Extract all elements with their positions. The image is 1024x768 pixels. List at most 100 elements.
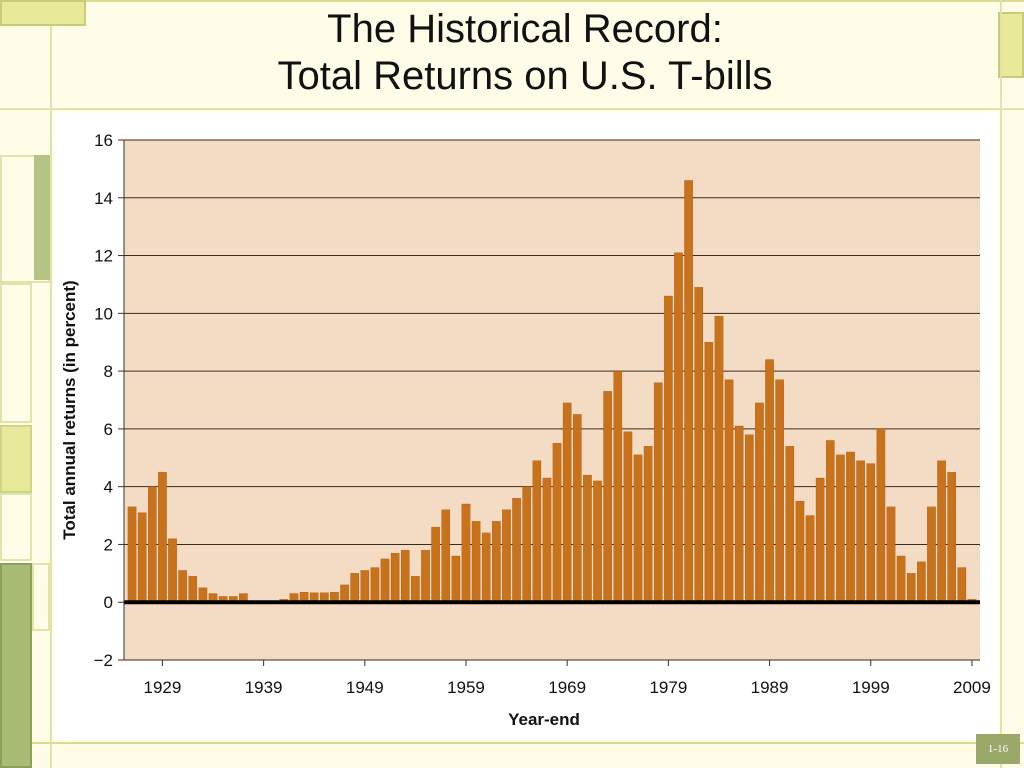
x-tick-label: 1939 [245, 678, 283, 697]
bar [896, 555, 906, 603]
slide-number: 1-16 [976, 734, 1020, 764]
y-tick-label: 10 [94, 304, 113, 323]
frame-line-top [0, 0, 1024, 2]
bar [947, 472, 957, 603]
bar [775, 379, 784, 603]
bar [957, 567, 967, 603]
bar [825, 440, 835, 603]
bar [441, 509, 451, 603]
x-tick-label: 1979 [649, 678, 687, 697]
bar [724, 379, 734, 603]
frame-line-bottom [0, 742, 1024, 744]
bar [360, 570, 370, 603]
bar [795, 500, 805, 603]
bar [906, 573, 916, 603]
bar [805, 515, 815, 603]
bar [633, 454, 643, 603]
bar [927, 506, 936, 603]
y-tick-label: 14 [94, 189, 113, 208]
x-tick-label: 1929 [144, 678, 182, 697]
bar [734, 425, 744, 603]
bar [451, 555, 461, 603]
bar [461, 503, 471, 603]
bar-chart: 16 14 12 10 8 6 4 2 0 −2 1929 1939 1949 1959 1969 1979… [60, 131, 991, 729]
bar [694, 287, 704, 603]
bar [542, 477, 552, 603]
x-tick-label: 1949 [346, 678, 384, 697]
bar [350, 573, 359, 603]
bar [492, 521, 501, 603]
y-axis-ticks: 16 14 12 10 8 6 4 2 0 −2 [94, 131, 124, 670]
slide-title: The Historical Record: Total Returns on … [100, 6, 950, 100]
frame-box-yellow-left [0, 425, 32, 493]
frame-box-left-4 [32, 563, 50, 631]
bar [340, 584, 349, 603]
bar [411, 576, 420, 603]
bar [745, 434, 754, 603]
bar [836, 454, 845, 603]
bar [168, 538, 177, 603]
bar [522, 486, 532, 603]
x-tick-label: 2009 [953, 678, 991, 697]
bar [866, 463, 876, 603]
frame-line-right [1000, 0, 1002, 768]
bar [532, 460, 542, 603]
bar [653, 382, 663, 603]
bar [613, 370, 623, 603]
bar [755, 402, 764, 603]
frame-box-left-3 [0, 493, 32, 561]
frame-strip-green-2 [0, 563, 32, 768]
bar [158, 472, 167, 603]
bar [643, 446, 653, 603]
frame-corner-box-top-right [998, 12, 1024, 78]
bar [198, 587, 208, 603]
y-tick-label: 0 [104, 593, 113, 612]
bar [846, 451, 855, 603]
bar [917, 561, 926, 603]
bar [502, 509, 511, 603]
x-tick-label: 1999 [852, 678, 890, 697]
bar [815, 477, 825, 603]
y-axis-label: Total annual returns (in percent) [60, 280, 79, 539]
x-tick-label: 1959 [447, 678, 485, 697]
slide-title-line-1: The Historical Record: [327, 7, 723, 51]
bar [178, 570, 187, 603]
bar [674, 252, 683, 603]
bar [481, 532, 491, 603]
x-axis-ticks: 1929 1939 1949 1959 1969 1979 1989 1999 2009 [144, 660, 991, 697]
bar [876, 428, 886, 603]
bar [512, 498, 521, 603]
bar [704, 342, 714, 603]
y-tick-label: 16 [94, 131, 113, 150]
frame-line-left-inner [50, 26, 52, 768]
slide-title-line-2: Total Returns on U.S. T-bills [277, 54, 773, 98]
y-tick-label: 2 [104, 535, 113, 554]
bar [785, 446, 795, 603]
bar [137, 512, 147, 603]
bar [390, 552, 400, 603]
bar [562, 402, 572, 603]
bar [886, 506, 896, 603]
bar [431, 526, 440, 603]
bar [603, 391, 612, 603]
y-tick-label: −2 [94, 651, 113, 670]
y-tick-label: 8 [104, 362, 113, 381]
frame-corner-box-top-left [0, 0, 86, 26]
bar [572, 414, 582, 603]
bar [370, 567, 380, 603]
bar [471, 521, 481, 603]
chart-panel: 16 14 12 10 8 6 4 2 0 −2 1929 1939 1949 1959 1969 1979… [54, 112, 998, 740]
x-axis-label: Year-end [508, 710, 580, 729]
bar [714, 316, 724, 603]
bar [856, 460, 865, 603]
y-tick-label: 6 [104, 420, 113, 439]
bar [765, 359, 774, 603]
frame-line-title-bottom [0, 108, 1024, 110]
bar [188, 576, 198, 603]
bar [593, 480, 602, 603]
bar [684, 180, 693, 603]
bar [380, 558, 390, 603]
bar [552, 443, 562, 603]
bar [583, 474, 592, 603]
y-tick-label: 12 [94, 247, 113, 266]
